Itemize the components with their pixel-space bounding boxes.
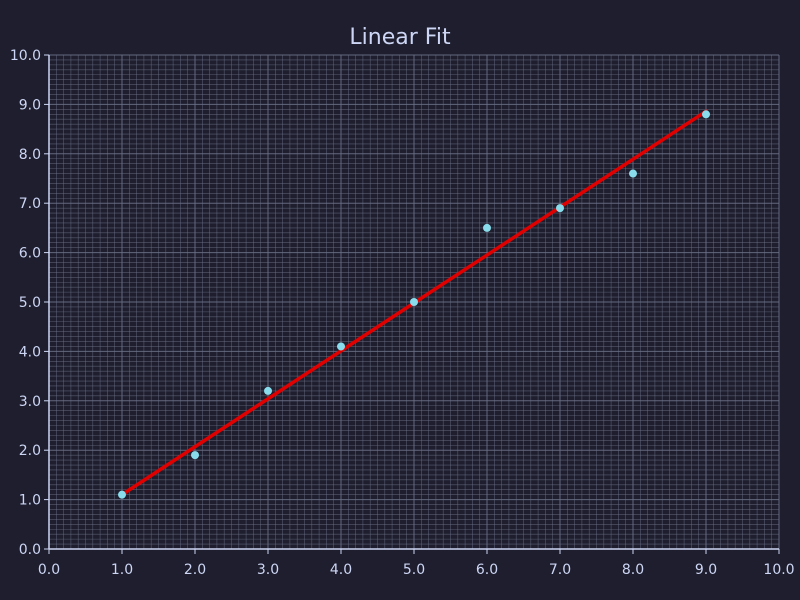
x-tick-label: 7.0: [549, 562, 571, 578]
y-tick-label: 8.0: [19, 147, 41, 163]
y-tick-label: 9.0: [19, 97, 41, 113]
data-point: [629, 169, 637, 178]
x-tick-label: 1.0: [111, 562, 133, 578]
data-point: [702, 110, 710, 119]
x-tick-label: 0.0: [38, 562, 60, 578]
data-points: [118, 110, 710, 499]
y-tick-label: 4.0: [19, 344, 41, 360]
y-tick-label: 0.0: [19, 542, 41, 558]
y-tick-label: 3.0: [19, 394, 41, 410]
x-tick-label: 3.0: [257, 562, 279, 578]
y-tick-label: 1.0: [19, 493, 41, 509]
x-tick-label: 4.0: [330, 562, 352, 578]
data-point: [483, 223, 491, 232]
chart-title: Linear Fit: [349, 25, 451, 50]
y-tick-label: 5.0: [19, 295, 41, 311]
x-tick-label: 8.0: [622, 562, 644, 578]
y-tick-label: 6.0: [19, 246, 41, 262]
x-tick-label: 9.0: [695, 562, 717, 578]
data-point: [337, 342, 345, 351]
y-tick-label: 7.0: [19, 196, 41, 212]
data-point: [556, 204, 564, 213]
x-tick-label: 2.0: [184, 562, 206, 578]
y-tick-label: 2.0: [19, 443, 41, 459]
data-point: [410, 298, 418, 306]
x-tick-label: 6.0: [476, 562, 498, 578]
y-tick-label: 10.0: [10, 48, 41, 64]
tick-labels: 0.0 1.0 2.0 3.0 4.0 5.0 6.0 7.0 8.0 9.0 10.0 0.0 1.0…: [10, 48, 795, 578]
x-tick-label: 5.0: [403, 562, 425, 578]
grid: [48, 54, 780, 550]
data-point: [191, 451, 199, 460]
x-tick-label: 10.0: [763, 562, 794, 578]
data-point: [264, 386, 272, 395]
data-point: [118, 490, 126, 499]
